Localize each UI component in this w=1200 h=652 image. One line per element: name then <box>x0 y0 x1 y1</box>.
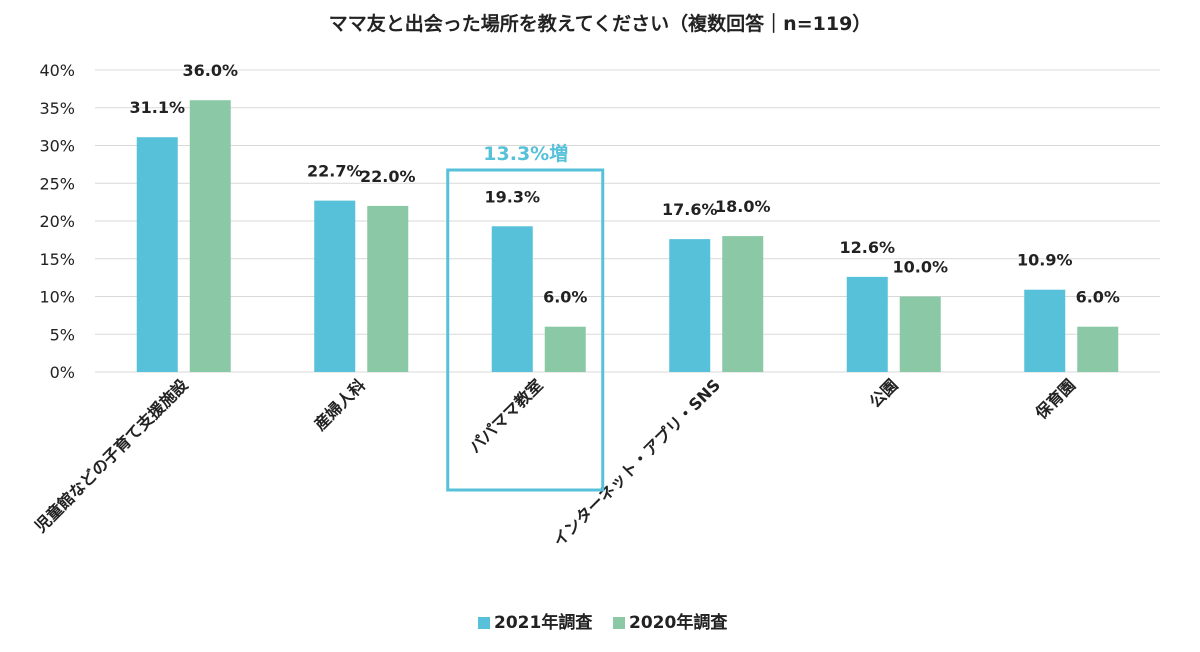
bar-s2 <box>189 100 231 372</box>
chart-title: ママ友と出会った場所を教えてください（複数回答｜n=119） <box>329 12 872 35</box>
data-label: 10.0% <box>892 258 948 277</box>
bar-s1 <box>669 239 711 372</box>
data-label: 31.1% <box>129 98 185 117</box>
category-label: 児童館などの子育て支援施設 <box>30 375 192 537</box>
bars <box>136 100 1119 372</box>
legend-label: 2020年調査 <box>629 612 728 633</box>
y-tick-label: 5% <box>50 325 75 344</box>
category-label: 産婦人科 <box>310 375 369 434</box>
category-labels: 児童館などの子育て支援施設 産婦人科 パパママ教室 インターネット・アプリ・SNS 公園… <box>30 375 1079 551</box>
bar-s2 <box>722 236 764 372</box>
category-label: インターネット・アプリ・SNS <box>549 375 724 550</box>
data-label: 17.6% <box>662 200 718 219</box>
y-tick-label: 25% <box>39 174 75 193</box>
y-tick-label: 15% <box>39 250 75 269</box>
legend-swatch <box>478 617 490 629</box>
bar-s1 <box>846 276 888 372</box>
y-tick-label: 35% <box>39 99 75 118</box>
category-label: 保育園 <box>1031 375 1079 423</box>
callout-box <box>446 168 605 492</box>
bar-s1 <box>1024 289 1066 372</box>
data-label: 18.0% <box>715 197 771 216</box>
y-axis-ticks: 0% 5% 10% 15% 20% 25% 30% 35% 40% <box>39 61 75 382</box>
callout: 13.3%増 <box>446 142 605 492</box>
y-tick-label: 10% <box>39 288 75 307</box>
bar-s2 <box>1077 326 1119 372</box>
legend-label: 2021年調査 <box>494 612 593 633</box>
data-label: 6.0% <box>1076 288 1120 307</box>
legend: 2021年調査 2020年調査 <box>478 612 728 633</box>
data-label: 10.9% <box>1017 251 1073 270</box>
bar-s2 <box>544 326 586 372</box>
data-label: 6.0% <box>543 288 587 307</box>
category-label: 公園 <box>866 375 902 411</box>
bar-s2 <box>899 296 941 372</box>
data-label: 36.0% <box>182 61 238 80</box>
y-tick-label: 0% <box>50 363 75 382</box>
y-tick-label: 30% <box>39 137 75 156</box>
legend-swatch <box>613 617 625 629</box>
data-label: 22.0% <box>360 167 416 186</box>
data-labels: 31.1% 36.0% 22.7%22.0% 19.3% 6.0% 17.6%18.0% 1… <box>129 61 1119 307</box>
bar-s2 <box>367 205 409 372</box>
data-label: 22.7% <box>307 162 363 181</box>
callout-text: 13.3%増 <box>483 142 568 165</box>
y-tick-label: 20% <box>39 212 75 231</box>
y-tick-label: 40% <box>39 61 75 80</box>
data-label: 12.6% <box>839 238 895 257</box>
category-label: パパママ教室 <box>465 375 546 456</box>
gridlines <box>95 69 1160 373</box>
bar-s1 <box>491 226 533 372</box>
data-label: 19.3% <box>484 187 540 206</box>
bar-s1 <box>136 137 178 372</box>
bar-s1 <box>314 200 356 372</box>
